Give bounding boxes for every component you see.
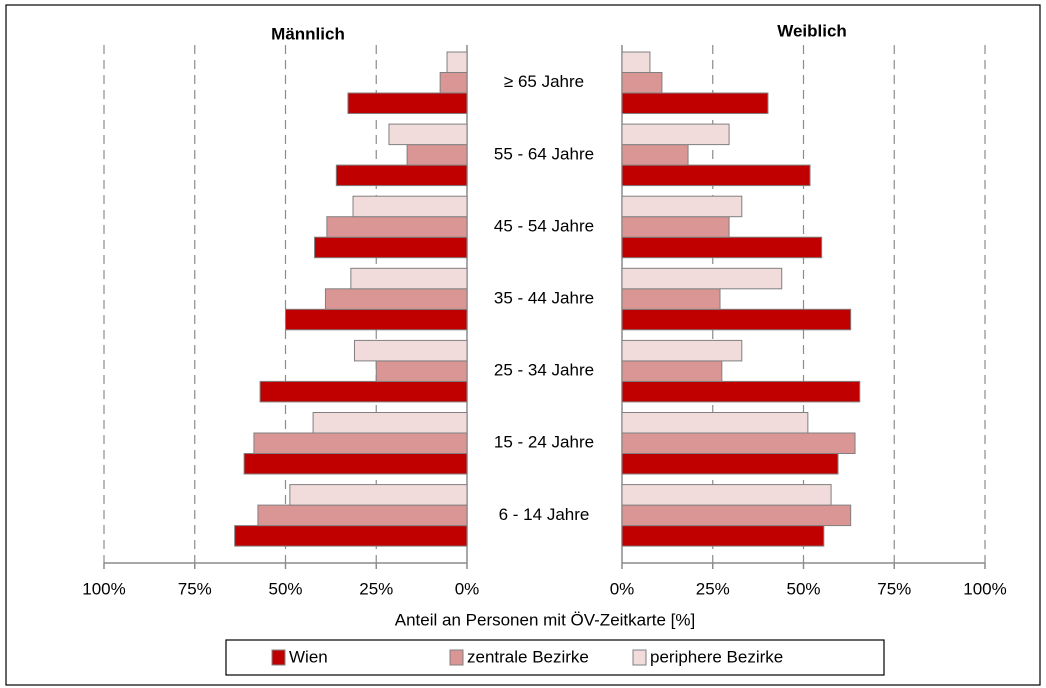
x-tick-label: 50%	[268, 579, 302, 598]
x-tick-label: 75%	[178, 579, 212, 598]
legend-swatch	[271, 649, 286, 666]
bar	[621, 484, 832, 506]
bar	[259, 380, 468, 403]
category-label: 6 - 14 Jahre	[499, 505, 590, 524]
bar	[621, 504, 852, 527]
bar	[621, 195, 743, 218]
bar	[446, 51, 468, 73]
bar	[621, 92, 769, 114]
bar	[289, 484, 468, 506]
category-label: 35 - 44 Jahre	[494, 289, 594, 308]
legend-label: Wien	[289, 647, 328, 666]
bar	[350, 267, 468, 290]
bar	[352, 195, 468, 218]
bar	[388, 123, 468, 146]
bar	[439, 72, 468, 94]
bar	[621, 432, 856, 454]
x-tick-label: 25%	[696, 579, 730, 598]
chart-border	[5, 4, 1041, 686]
bar	[312, 412, 468, 434]
bar	[621, 288, 721, 310]
x-tick-label: 0%	[610, 579, 635, 598]
panel-title: Männlich	[271, 24, 345, 43]
legend	[225, 639, 885, 676]
bar	[326, 216, 468, 238]
bar	[621, 380, 861, 403]
bar	[406, 144, 468, 166]
bar	[285, 308, 468, 331]
bar	[253, 432, 468, 454]
bar	[621, 216, 730, 238]
bar	[621, 339, 743, 362]
x-tick-label: 25%	[359, 579, 393, 598]
panel-title: Weiblich	[777, 21, 847, 40]
bar	[621, 236, 823, 259]
legend-label: periphere Bezirke	[650, 647, 783, 666]
category-label: 55 - 64 Jahre	[494, 144, 594, 163]
bar	[243, 453, 468, 475]
bar	[314, 236, 468, 259]
x-tick-label: 50%	[786, 579, 820, 598]
bar	[257, 504, 468, 527]
category-label: 15 - 24 Jahre	[494, 433, 594, 452]
category-label: 25 - 34 Jahre	[494, 361, 594, 380]
bar	[621, 144, 689, 166]
bar	[621, 360, 723, 382]
legend-swatch	[449, 649, 464, 666]
bar	[621, 453, 839, 475]
bar	[621, 525, 825, 547]
bar	[621, 164, 811, 187]
category-label: 45 - 54 Jahre	[494, 216, 594, 235]
bar	[621, 72, 663, 94]
bar	[324, 288, 468, 310]
bar	[353, 339, 468, 362]
bar	[375, 360, 468, 382]
category-label: ≥ 65 Jahre	[504, 72, 584, 91]
bar	[347, 92, 468, 114]
bar	[621, 308, 852, 331]
x-tick-label: 0%	[455, 579, 480, 598]
bar	[621, 123, 730, 146]
legend-label: zentrale Bezirke	[467, 647, 589, 666]
bar	[335, 164, 468, 187]
bar	[621, 51, 651, 73]
bar	[621, 412, 809, 434]
x-tick-label: 100%	[82, 579, 125, 598]
x-tick-label: 100%	[963, 579, 1006, 598]
legend-swatch	[632, 649, 647, 666]
bar	[234, 525, 468, 547]
bar	[621, 267, 783, 290]
x-tick-label: 75%	[877, 579, 911, 598]
x-axis-label: Anteil an Personen mit ÖV-Zeitkarte [%]	[395, 610, 695, 629]
